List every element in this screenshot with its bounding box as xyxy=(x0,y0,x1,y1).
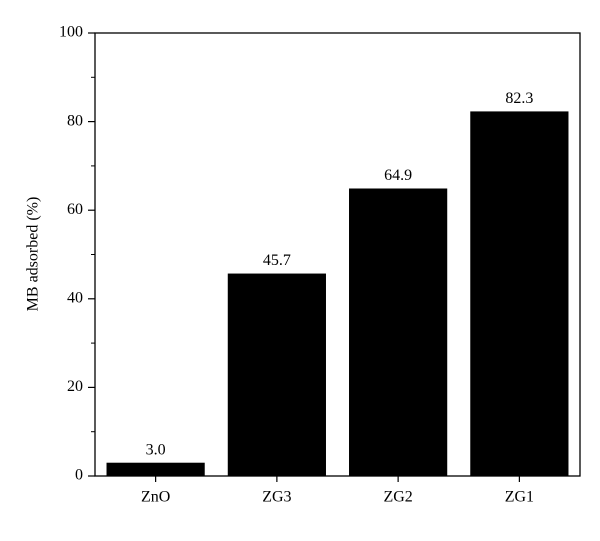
bar xyxy=(227,273,326,476)
y-tick-label: 20 xyxy=(67,378,83,395)
value-label: 45.7 xyxy=(263,252,291,269)
y-axis-label: MB adsorbed (%) xyxy=(25,197,42,312)
bar xyxy=(470,111,569,476)
plot-frame xyxy=(94,32,581,477)
x-tick-label: ZnO xyxy=(141,489,170,506)
y-tick-label: 100 xyxy=(59,24,83,41)
y-tick-label: 60 xyxy=(67,201,83,218)
x-tick-label: ZG3 xyxy=(262,489,291,506)
value-label: 82.3 xyxy=(505,90,533,107)
bar xyxy=(106,462,205,476)
y-tick-label: 40 xyxy=(67,289,83,306)
y-tick-label: 0 xyxy=(75,467,83,484)
bar xyxy=(349,188,448,477)
x-tick-label: ZG1 xyxy=(505,489,534,506)
x-tick-label: ZG2 xyxy=(383,489,412,506)
y-tick-label: 80 xyxy=(67,112,83,129)
value-label: 3.0 xyxy=(146,441,166,458)
value-label: 64.9 xyxy=(384,167,412,184)
